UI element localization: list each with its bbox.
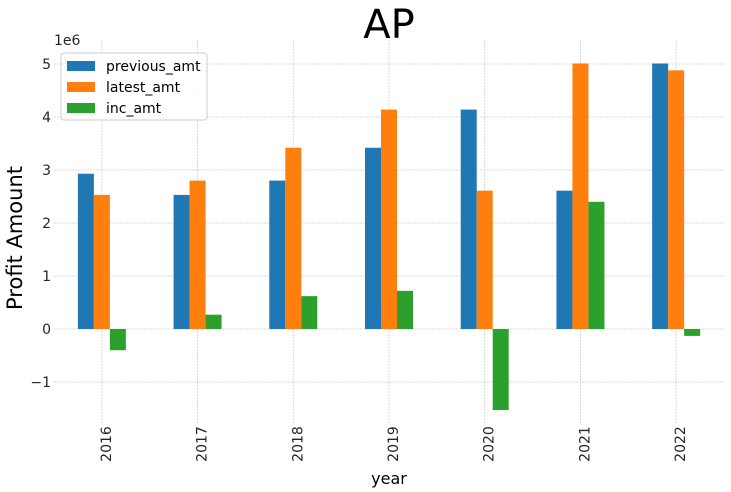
y-tick-label: 3 [42,163,51,179]
x-tick-labels: 2016 2017 2018 2019 2020 2021 2022 [99,426,689,462]
bar-previous_amt-2017 [173,194,190,329]
bar-inc_amt-2016 [109,329,126,351]
bar-latest_amt-2022 [668,70,685,330]
x-tick-label: 2016 [99,426,115,462]
bars [77,63,701,411]
x-tick-label: 2020 [482,426,498,462]
bar-inc_amt-2018 [301,296,318,329]
bar-inc_amt-2021 [588,201,605,329]
legend-label-previous_amt: previous_amt [106,59,201,75]
legend-box [60,52,208,121]
legend-swatch-latest_amt [67,82,95,92]
y-tick-label: 0 [42,322,51,338]
bar-previous_amt-2019 [365,147,381,329]
y-axis-label: Profit Amount [3,166,27,310]
y-tick-label: 2 [42,216,51,232]
x-tick-label: 2017 [195,426,211,462]
legend-swatch-previous_amt [67,61,95,71]
y-tick-label: 5 [42,57,51,73]
y-tick-label: 4 [42,110,51,126]
x-tick-label: 2021 [577,426,593,462]
bar-previous_amt-2021 [556,190,573,329]
x-tick-label: 2018 [290,426,306,462]
bar-latest_amt-2019 [381,109,397,329]
bar-previous_amt-2020 [460,109,477,329]
bar-inc_amt-2019 [397,290,413,329]
y-tick-label: 1 [42,269,51,285]
y-tick-label: −1 [30,375,51,391]
bar-latest_amt-2017 [189,180,206,329]
bar-latest_amt-2016 [93,194,110,329]
legend-label-inc_amt: inc_amt [106,101,162,117]
x-tick-label: 2022 [673,426,689,462]
legend-swatch-inc_amt [67,103,95,113]
legend: previous_amt latest_amt inc_amt [60,52,208,121]
y-tick-labels: −1 0 1 2 3 4 5 [30,57,51,391]
y-scale-label: 1e6 [54,33,81,49]
bar-inc_amt-2022 [684,329,701,336]
bar-inc_amt-2020 [492,329,509,411]
legend-label-latest_amt: latest_amt [106,80,181,96]
bar-previous_amt-2022 [652,63,669,329]
bar-previous_amt-2018 [269,180,286,329]
x-tick-label: 2019 [386,426,402,462]
x-axis-label: year [371,469,407,488]
bar-latest_amt-2020 [476,190,493,329]
bar-latest_amt-2021 [572,63,589,329]
bar-previous_amt-2016 [77,173,94,329]
bar-latest_amt-2018 [285,147,302,329]
bar-inc_amt-2017 [205,314,222,329]
